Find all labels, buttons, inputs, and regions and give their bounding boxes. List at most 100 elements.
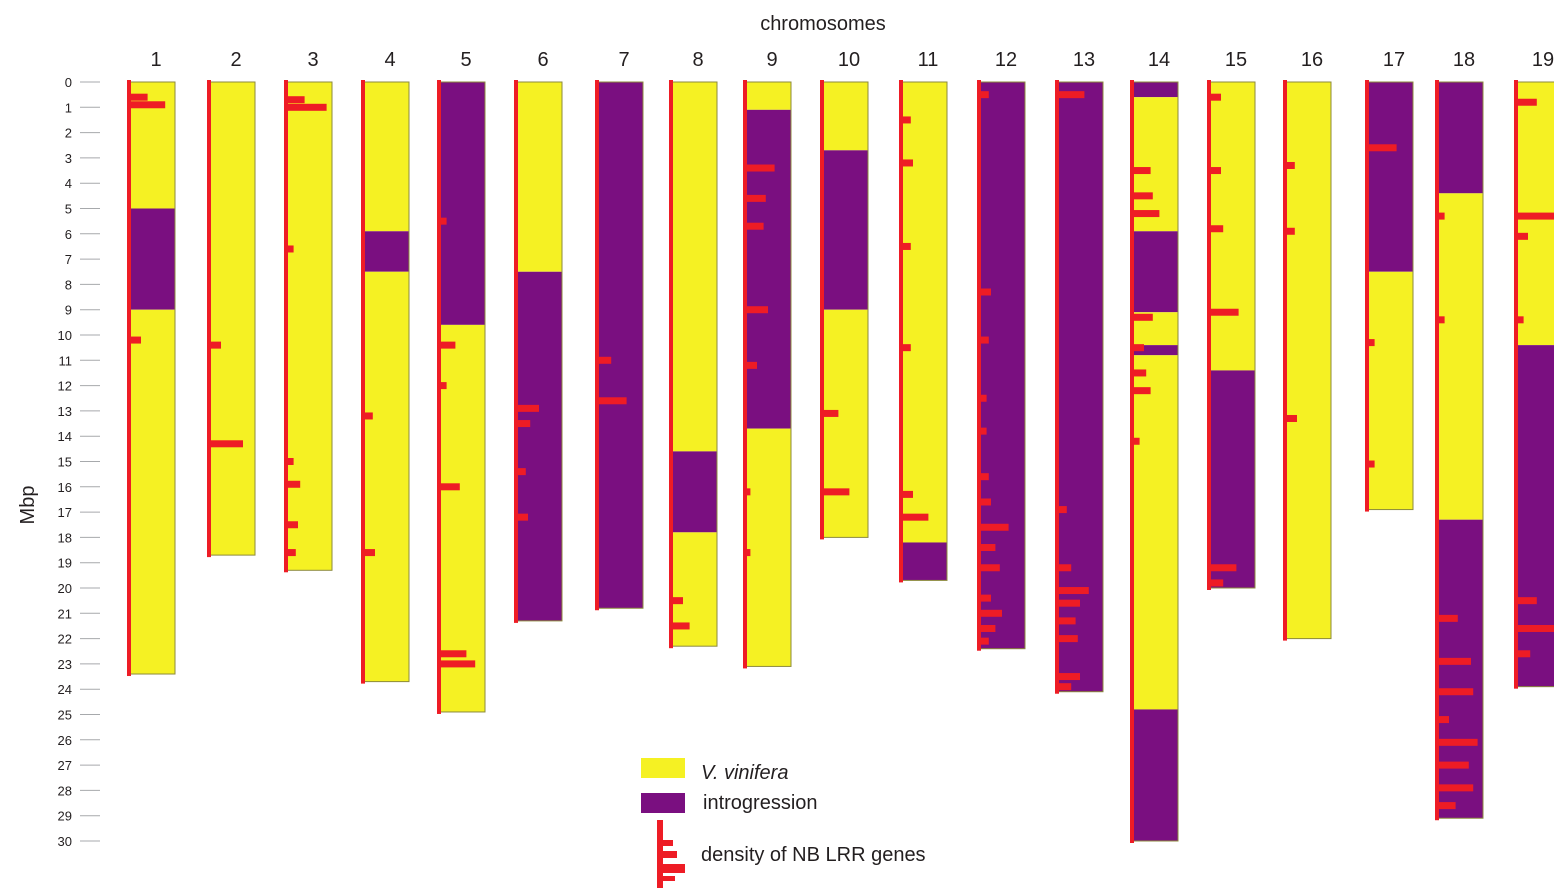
tick-label: 0 [65,75,72,90]
legend: V. vinifera introgression density of NB … [641,758,926,888]
gene-density-peak [1438,316,1445,324]
vinifera-segment [822,82,868,151]
gene-density-peak [130,336,141,344]
tick-label: 30 [58,834,72,849]
gene-density-peak [746,488,751,496]
gene-density-peak [746,194,766,202]
gene-density-peak [823,409,839,417]
gene-density-peak [1133,369,1147,377]
gene-density-peak [1058,564,1072,572]
introgression-segment [745,109,791,429]
gene-density-peak [746,306,768,314]
gene-density-peak [1438,738,1478,746]
legend-swatch-introgression [641,793,685,813]
chromosome-label: 9 [766,49,777,71]
gene-density-peak [823,488,850,496]
chromosome-9: 9 [743,49,792,669]
tick-label: 14 [58,429,72,444]
tick-label: 27 [58,758,72,773]
gene-density-baseline [669,80,673,649]
chromosome-label: 11 [918,49,939,71]
gene-density-peak [1058,599,1080,607]
tick-label: 28 [58,783,72,798]
gene-density-peak [1286,414,1297,422]
gene-density-peak [517,404,539,412]
gene-density-peak [287,521,298,529]
chromosome-label: 18 [1453,49,1475,71]
gene-density-peak [1133,344,1144,352]
vinifera-segment [209,82,255,556]
chromosome-10: 10 [820,49,869,540]
gene-density-peak [980,91,989,99]
chromosome-label: 1 [150,49,161,71]
vinifera-segment [901,82,947,543]
gene-density-peak [1058,683,1072,691]
gene-density-peak [902,159,913,167]
gene-density-peak [1438,802,1456,810]
vinifera-segment [1285,82,1331,639]
gene-density-peak [440,341,456,349]
gene-density-peak [980,523,1009,531]
chromosome-14: 14 [1130,49,1179,843]
chromosome-5: 5 [437,49,486,714]
chromosome-label: 19 [1532,49,1554,71]
y-axis: 0123456789101112131415161718192021222324… [58,75,100,849]
gene-density-peak [1438,784,1474,792]
gene-density-peak [1058,635,1078,643]
gene-density-peak [1368,339,1375,347]
chromosome-18: 18 [1435,49,1484,821]
legend-label-vinifera: V. vinifera [701,762,788,784]
tick-label: 23 [58,657,72,672]
tick-label: 9 [65,303,72,318]
introgression-segment [1437,82,1483,194]
gene-density-peak [517,420,531,428]
chromosomes-group: 1 2 3 4 5 6 7 8 9 10 11 12 13 14 15 16 17 18 19 [127,49,1554,843]
gene-density-baseline [1514,80,1518,689]
gene-density-peak [1210,579,1224,587]
gene-density-peak [1438,716,1449,724]
introgression-segment [1132,82,1178,98]
gene-density-peak [672,597,683,605]
chromosome-4: 4 [361,49,410,684]
gene-density-peak [287,96,305,104]
chromosome-7: 7 [595,49,644,611]
legend-label-density: density of NB LRR genes [701,844,926,866]
gene-density-peak [980,473,989,481]
chromosome-6: 6 [514,49,563,623]
gene-density-peak [1133,387,1151,395]
introgression-segment [1132,231,1178,313]
vinifera-segment [516,82,562,272]
gene-density-peak [1368,460,1375,468]
gene-density-peak [440,382,447,390]
vinifera-segment [671,82,717,452]
gene-density-peak [517,513,528,521]
gene-density-peak [1517,316,1524,324]
gene-density-peak [1133,313,1153,321]
tick-label: 22 [58,632,72,647]
gene-density-peak [598,397,627,405]
tick-label: 1 [65,100,72,115]
gene-density-peak [364,549,375,557]
gene-density-peak [1058,506,1067,514]
introgression-segment [597,82,643,609]
chromosome-1: 1 [127,49,176,677]
gene-density-peak [287,245,294,253]
tick-label: 5 [65,202,72,217]
gene-density-peak [1133,192,1153,200]
legend-density-glyph [657,820,685,888]
tick-label: 18 [58,530,72,545]
gene-density-peak [1517,212,1554,220]
legend-label-introgression: introgression [703,792,818,814]
gene-density-peak [746,164,775,172]
gene-density-peak [1210,564,1237,572]
gene-density-peak [980,498,991,506]
chromosome-19: 19 [1514,49,1554,689]
gene-density-peak [672,622,690,630]
gene-density-baseline [437,80,441,714]
tick-label: 19 [58,556,72,571]
chromosome-12: 12 [977,49,1026,651]
gene-density-peak [1286,227,1295,235]
gene-density-peak [980,427,987,435]
gene-density-peak [1438,212,1445,220]
gene-density-peak [1368,144,1397,152]
